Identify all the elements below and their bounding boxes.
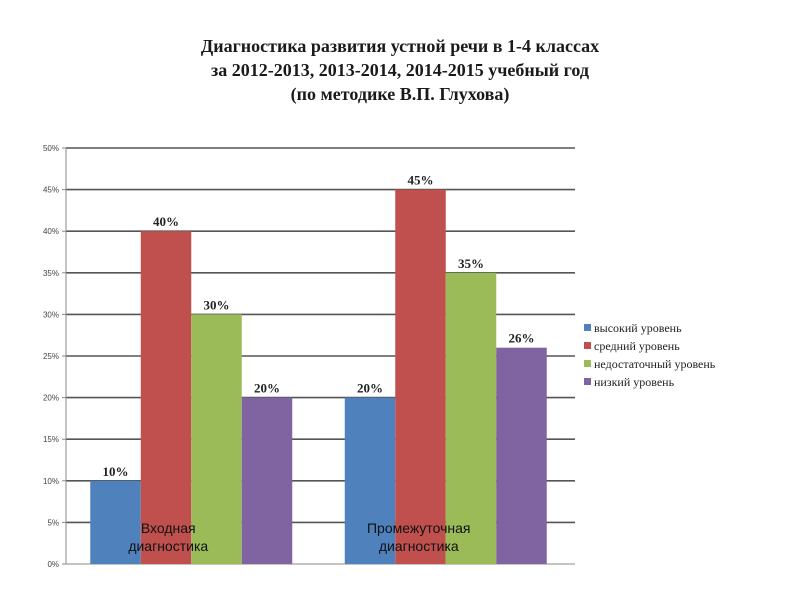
chart-title-line-1: Диагностика развития устной речи в 1-4 к… bbox=[200, 36, 600, 56]
bar bbox=[90, 480, 141, 564]
legend-entry: низкий уровень bbox=[594, 375, 675, 389]
data-label: 35% bbox=[458, 256, 484, 271]
bar bbox=[445, 272, 497, 564]
y-tick-label: 45% bbox=[43, 186, 59, 195]
y-tick-label: 35% bbox=[43, 269, 59, 278]
y-tick-label: 15% bbox=[43, 435, 59, 444]
legend-swatch bbox=[584, 378, 591, 385]
category-label: Входная диагностика bbox=[128, 520, 208, 554]
y-tick-label: 25% bbox=[43, 352, 59, 361]
bar bbox=[496, 347, 547, 564]
legend-entry: высокий уровень bbox=[594, 321, 682, 335]
data-label: 10% bbox=[103, 464, 129, 479]
legend-entry: недостаточный уровень bbox=[594, 357, 716, 371]
data-label: 30% bbox=[204, 297, 230, 312]
bar bbox=[344, 397, 396, 564]
data-label: 40% bbox=[153, 214, 179, 229]
data-label: 20% bbox=[254, 381, 280, 396]
data-label: 26% bbox=[509, 331, 535, 346]
data-label: 20% bbox=[357, 381, 383, 396]
y-axis: 0% 5% 10% 15% 20% 25% 30% 35% 40% 45% 50% bbox=[43, 144, 67, 569]
y-tick-label: 30% bbox=[43, 310, 59, 319]
legend-entry: средний уровень bbox=[594, 339, 680, 353]
y-tick-label: 10% bbox=[43, 477, 59, 486]
legend-swatch bbox=[584, 342, 591, 349]
bar bbox=[241, 397, 293, 564]
y-tick-label: 50% bbox=[43, 144, 59, 153]
y-tick-label: 20% bbox=[43, 394, 59, 403]
data-label: 45% bbox=[408, 173, 434, 188]
data-labels: 10% 40% 30% 20% 20% 45% 35% 26% bbox=[103, 173, 535, 479]
category-label: Промежуточная диагностика bbox=[367, 520, 471, 554]
category-labels: Входная диагностика Промежуточная диагности… bbox=[128, 520, 470, 554]
y-tick-label: 40% bbox=[43, 227, 59, 236]
chart-title-line-3: (по методике В.П. Глухова) bbox=[290, 84, 510, 104]
bar bbox=[395, 189, 446, 564]
chart-title: Диагностика развития устной речи в 1-4 к… bbox=[0, 34, 800, 106]
legend-swatch bbox=[584, 360, 591, 367]
chart-title-line-2: за 2012-2013, 2013-2014, 2014-2015 учебн… bbox=[211, 60, 589, 80]
y-tick-label: 0% bbox=[47, 560, 59, 569]
bars bbox=[90, 189, 547, 564]
legend: высокий уровень средний уровень недостаточ… bbox=[584, 321, 716, 389]
bar bbox=[191, 314, 242, 564]
legend-swatch bbox=[584, 324, 591, 331]
bar bbox=[140, 231, 192, 564]
y-tick-label: 5% bbox=[47, 518, 59, 527]
